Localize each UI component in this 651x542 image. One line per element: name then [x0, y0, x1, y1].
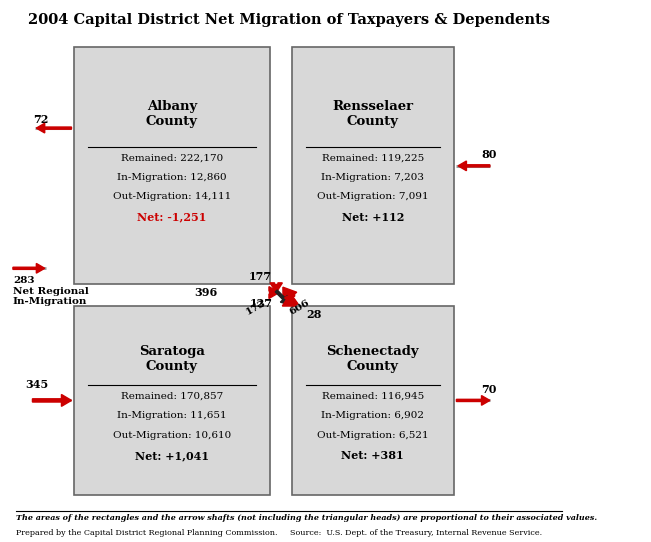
Text: Remained: 222,170: Remained: 222,170: [121, 153, 223, 163]
FancyArrow shape: [270, 283, 283, 293]
FancyArrow shape: [283, 298, 292, 306]
Bar: [292, 306, 454, 495]
Text: Remained: 116,945: Remained: 116,945: [322, 392, 424, 401]
Text: Rensselaer
County: Rensselaer County: [332, 100, 413, 128]
Bar: [74, 306, 270, 495]
Text: In-Migration: 7,203: In-Migration: 7,203: [321, 173, 424, 182]
Bar: [292, 47, 454, 285]
FancyArrow shape: [33, 395, 72, 406]
Bar: [74, 47, 270, 285]
Text: 606: 606: [288, 298, 311, 317]
Text: The areas of the rectangles and the arrow shafts (not including the triangular h: The areas of the rectangles and the arro…: [16, 514, 597, 521]
Text: 127: 127: [249, 298, 272, 309]
FancyArrow shape: [13, 263, 45, 273]
Text: Saratoga
County: Saratoga County: [139, 345, 205, 373]
FancyArrow shape: [284, 292, 295, 304]
Text: Out-Migration: 10,610: Out-Migration: 10,610: [113, 430, 231, 440]
FancyArrow shape: [456, 396, 490, 405]
Text: 173: 173: [245, 298, 268, 317]
Text: 80: 80: [482, 150, 497, 160]
FancyArrow shape: [283, 287, 298, 306]
Text: In-Migration: 11,651: In-Migration: 11,651: [117, 411, 227, 420]
Text: 72: 72: [33, 114, 48, 125]
Text: Remained: 170,857: Remained: 170,857: [121, 392, 223, 401]
Text: Net: +1,041: Net: +1,041: [135, 450, 209, 461]
Text: 70: 70: [482, 384, 497, 395]
Text: In-Migration: 6,902: In-Migration: 6,902: [321, 411, 424, 420]
Text: Schenectady
County: Schenectady County: [326, 345, 419, 373]
Text: Out-Migration: 6,521: Out-Migration: 6,521: [317, 430, 428, 440]
Text: Prepared by the Capital District Regional Planning Commission.     Source:  U.S.: Prepared by the Capital District Regiona…: [16, 529, 542, 537]
Text: 396: 396: [195, 287, 217, 298]
Text: Out-Migration: 7,091: Out-Migration: 7,091: [317, 192, 428, 201]
Text: In-Migration: 12,860: In-Migration: 12,860: [117, 173, 227, 182]
Text: 283
Net Regional
In-Migration: 283 Net Regional In-Migration: [13, 276, 89, 306]
Text: Net: +381: Net: +381: [341, 450, 404, 461]
Text: 345: 345: [25, 379, 48, 390]
Text: 28: 28: [306, 309, 321, 320]
Text: 177: 177: [249, 271, 272, 282]
Text: Out-Migration: 14,111: Out-Migration: 14,111: [113, 192, 231, 201]
Text: Remained: 119,225: Remained: 119,225: [322, 153, 424, 163]
Text: 2004 Capital District Net Migration of Taxpayers & Dependents: 2004 Capital District Net Migration of T…: [28, 13, 550, 27]
Text: Net: -1,251: Net: -1,251: [137, 211, 206, 223]
FancyArrow shape: [458, 161, 490, 171]
Text: Albany
County: Albany County: [146, 100, 198, 128]
FancyArrow shape: [275, 290, 290, 305]
Text: Net: +112: Net: +112: [342, 211, 404, 223]
FancyArrow shape: [36, 123, 72, 133]
FancyArrow shape: [269, 287, 279, 299]
